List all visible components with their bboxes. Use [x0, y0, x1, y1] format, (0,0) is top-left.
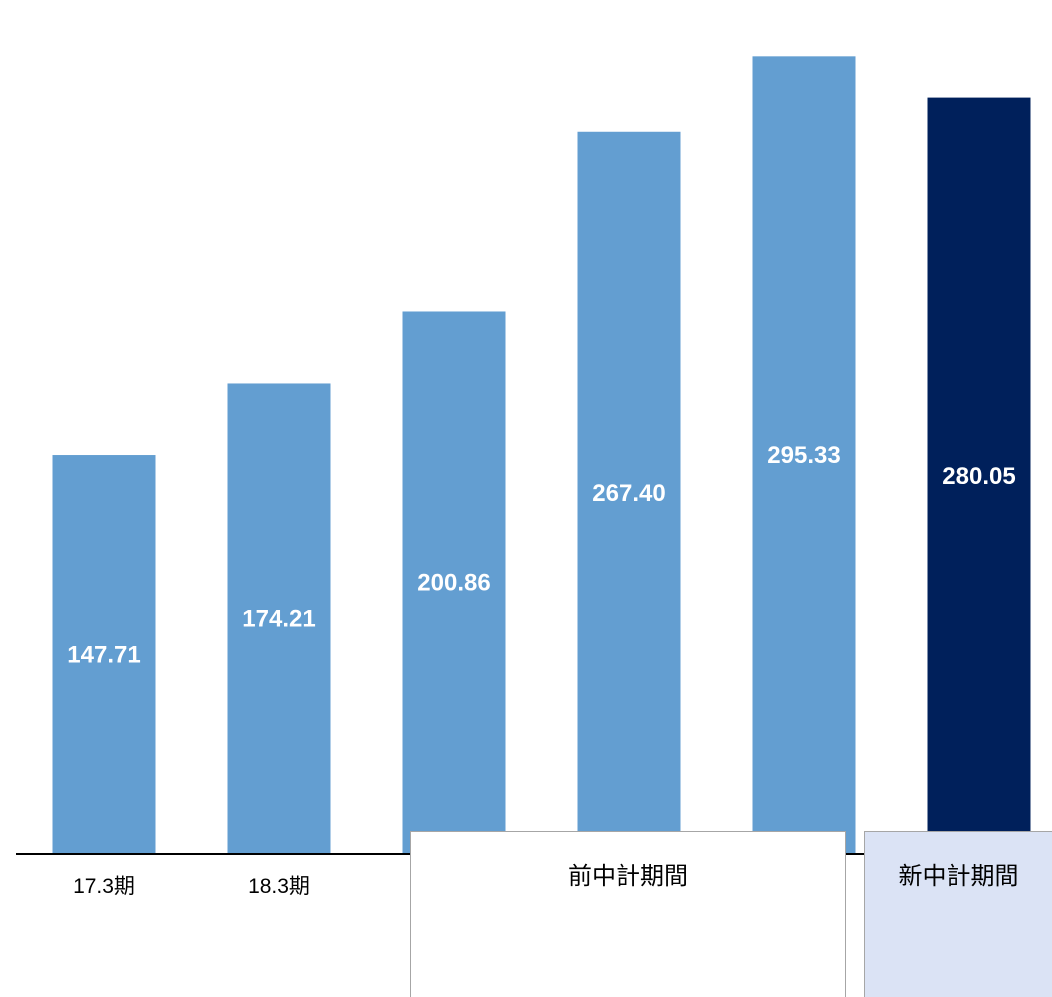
new-plan-period-label: 新中計期間	[898, 862, 1019, 890]
bar-21.3期	[752, 56, 856, 855]
bar-19.3期	[402, 311, 506, 854]
previous-plan-period-label: 前中計期間	[568, 862, 688, 890]
data-label: 267.40	[592, 480, 665, 507]
bar-22.3期	[927, 97, 1031, 855]
x-tick-label: 18.3期	[248, 875, 310, 898]
bar-20.3期	[577, 131, 681, 854]
bar-17.3期	[52, 455, 156, 854]
previous-plan-period-box: 前中計期間	[410, 831, 846, 997]
data-label: 200.86	[417, 570, 490, 597]
new-plan-period-box: 新中計期間	[864, 831, 1052, 997]
data-label: 147.71	[67, 642, 140, 669]
bar-18.3期	[227, 383, 331, 854]
data-label: 295.33	[767, 442, 840, 469]
x-tick-label: 17.3期	[73, 875, 135, 898]
bars-layer: 147.71 174.21 200.86 267.40 295.33 280.05	[52, 56, 1031, 855]
data-label: 174.21	[242, 606, 315, 633]
data-label: 280.05	[942, 463, 1015, 490]
